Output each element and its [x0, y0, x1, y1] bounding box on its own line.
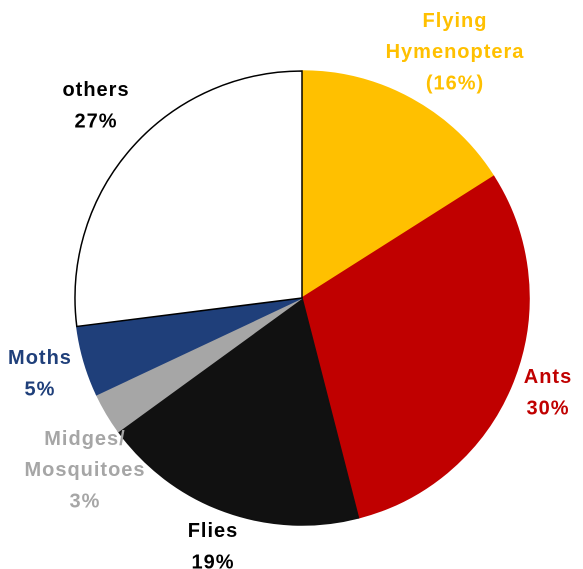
label-line: Hymenoptera	[386, 41, 525, 63]
value-label: (16%)	[426, 72, 484, 94]
label-line: Flying	[423, 10, 488, 32]
value-label: 27%	[74, 110, 117, 132]
slice-label: Midges/Mosquitoes	[24, 428, 145, 481]
slice-label: Moths	[8, 347, 72, 369]
value-label: 30%	[526, 397, 569, 419]
label-line: Mosquitoes	[24, 459, 145, 481]
slice-label: Flies	[188, 520, 239, 542]
value-label: 3%	[70, 490, 101, 512]
label-line: Moths	[8, 347, 72, 369]
pie-slice	[74, 70, 303, 328]
slice-label: Flying Hymenoptera	[386, 10, 525, 63]
value-label: 5%	[25, 378, 56, 400]
pie-slice	[117, 296, 360, 526]
label-line: others	[62, 79, 129, 101]
slice-label: others	[62, 79, 129, 101]
label-line: Flies	[188, 520, 239, 542]
pie-slice	[301, 70, 495, 300]
label-line: Ants	[524, 366, 572, 388]
label-line: Midges/	[44, 428, 125, 450]
slice-label: Ants	[524, 366, 572, 388]
value-label: 19%	[191, 551, 234, 569]
pie-slice	[301, 175, 530, 519]
